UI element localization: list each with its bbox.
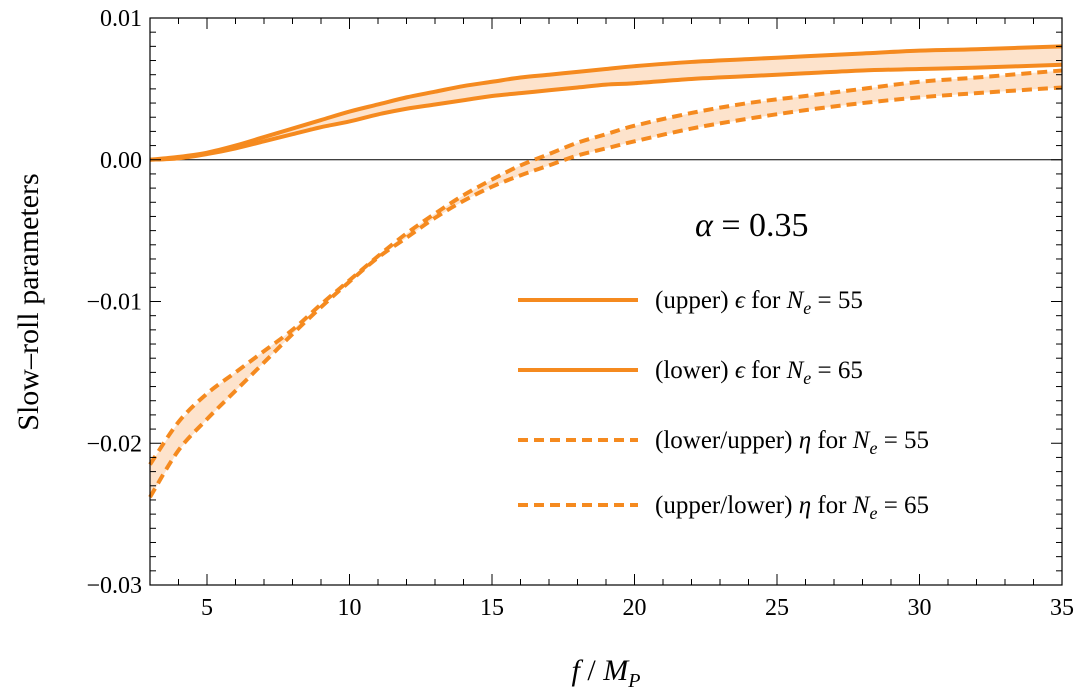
y-tick-label: −0.02: [86, 431, 142, 457]
series-line-epsilon-Ne55: [149, 44, 1063, 162]
legend-label: (upper/lower) η for Ne = 65: [655, 492, 929, 523]
legend: (upper) ϵ for Ne = 55 (lower) ϵ for Ne = …: [518, 287, 929, 523]
y-tick-labels: 0.01 0.00 −0.01 −0.02 −0.03: [86, 6, 142, 599]
axis-ticks: [149, 17, 1063, 586]
series-line-eta-Ne65: [148, 85, 1063, 499]
series-line-eta-Ne55: [148, 68, 1063, 466]
y-tick-label: 0.01: [100, 6, 142, 32]
legend-label: (upper) ϵ for Ne = 55: [655, 287, 863, 318]
x-tick-label: 5: [201, 595, 213, 621]
series-line-epsilon-Ne65: [149, 62, 1063, 162]
legend-item: (lower) ϵ for Ne = 65: [518, 357, 863, 388]
x-tick-label: 35: [1050, 595, 1074, 621]
legend-item: (upper) ϵ for Ne = 55: [518, 287, 863, 318]
alpha-annotation: α = 0.35: [695, 207, 809, 244]
legend-item: (lower/upper) η for Ne = 55: [518, 427, 929, 458]
x-tick-labels: 5 10 15 20 25 30 35: [201, 595, 1074, 621]
x-tick-label: 20: [623, 595, 647, 621]
legend-label: (lower) ϵ for Ne = 65: [655, 357, 863, 388]
y-axis-title: Slow–roll parameters: [12, 173, 45, 430]
x-tick-label: 30: [908, 595, 932, 621]
y-tick-label: −0.01: [86, 290, 142, 316]
y-tick-label: 0.00: [100, 148, 142, 174]
legend-item: (upper/lower) η for Ne = 65: [518, 492, 929, 523]
series-lines: [148, 44, 1063, 499]
x-axis-title: f / MP: [572, 654, 641, 691]
x-tick-label: 15: [480, 595, 504, 621]
legend-label: (lower/upper) η for Ne = 55: [655, 427, 929, 458]
x-tick-label: 25: [765, 595, 789, 621]
x-tick-label: 10: [338, 595, 362, 621]
y-tick-label: −0.03: [86, 573, 142, 599]
